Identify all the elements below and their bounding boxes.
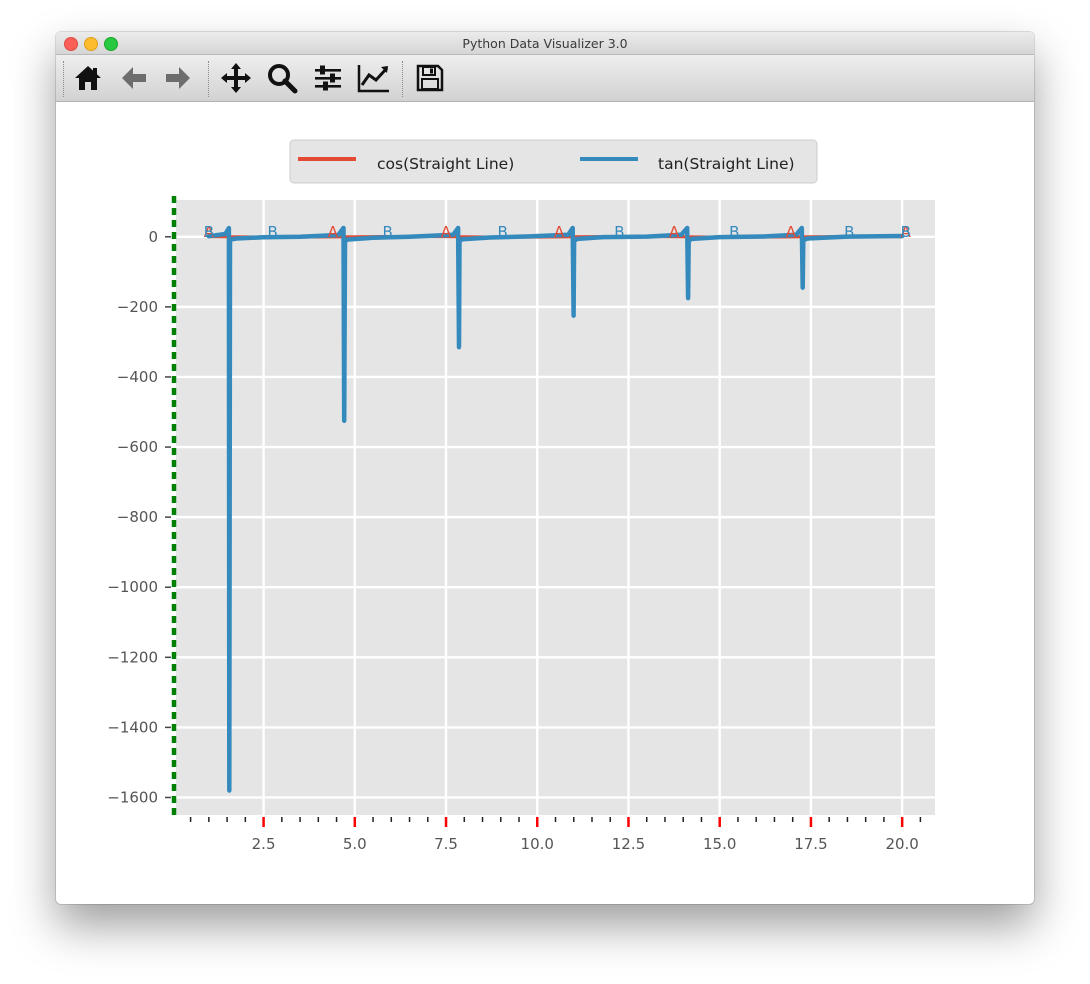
toolbar-grip bbox=[63, 61, 64, 97]
x-tick-label: 5.0 bbox=[343, 835, 367, 853]
annotation-label: A bbox=[786, 223, 797, 241]
series-line-tan[interactable] bbox=[206, 225, 905, 793]
plot-background bbox=[176, 200, 935, 815]
window-title: Python Data Visualizer 3.0 bbox=[462, 36, 628, 51]
annotation-label: A bbox=[669, 223, 680, 241]
annotation-label: B bbox=[382, 223, 392, 241]
x-tick-label: 20.0 bbox=[885, 835, 918, 853]
x-tick-label: 17.5 bbox=[794, 835, 827, 853]
annotation-label: B bbox=[844, 223, 854, 241]
minimize-window-button[interactable] bbox=[84, 37, 98, 51]
legend-label: tan(Straight Line) bbox=[658, 155, 795, 173]
y-tick-label: −400 bbox=[117, 368, 158, 386]
annotation-label: A bbox=[204, 223, 215, 241]
x-tick-label: 15.0 bbox=[703, 835, 736, 853]
y-tick-label: −1600 bbox=[107, 788, 158, 806]
home-button[interactable] bbox=[70, 61, 106, 95]
zoom-button[interactable] bbox=[264, 61, 300, 95]
back-arrow-icon bbox=[122, 67, 146, 89]
close-window-button[interactable] bbox=[64, 37, 78, 51]
forward-button[interactable] bbox=[160, 61, 196, 95]
annotation-label: B bbox=[901, 223, 911, 241]
annotation-label: B bbox=[204, 223, 214, 241]
annotation-label: A bbox=[441, 223, 452, 241]
subplots-icon bbox=[315, 65, 341, 91]
toolbar-separator bbox=[208, 61, 209, 97]
annotation-label: A bbox=[901, 223, 912, 241]
annotation-label: B bbox=[614, 223, 624, 241]
annotation-label: B bbox=[729, 223, 739, 241]
annotation-label: B bbox=[268, 223, 278, 241]
x-tick-label: 12.5 bbox=[612, 835, 645, 853]
legend-label: cos(Straight Line) bbox=[377, 155, 514, 173]
pan-button[interactable] bbox=[218, 61, 254, 95]
zoom-icon bbox=[268, 64, 298, 94]
legend-box bbox=[289, 139, 818, 184]
x-tick-label: 7.5 bbox=[434, 835, 458, 853]
x-tick-label: 2.5 bbox=[252, 835, 276, 853]
annotation-label: A bbox=[554, 223, 565, 241]
save-button[interactable] bbox=[412, 61, 448, 95]
save-icon bbox=[416, 64, 444, 92]
y-tick-label: −1200 bbox=[107, 648, 158, 666]
edit-axis-button[interactable] bbox=[356, 61, 392, 95]
figure-canvas[interactable]: 2.5 5.0 7.5 10.0 12.5 15.0 17.5 20.0 0 −200 −400 −6… bbox=[56, 102, 1034, 904]
y-tick-label: 0 bbox=[148, 228, 158, 246]
y-tick-label: −1400 bbox=[107, 718, 158, 736]
annotation-label: B bbox=[497, 223, 507, 241]
chart[interactable]: 2.5 5.0 7.5 10.0 12.5 15.0 17.5 20.0 0 −200 −400 −6… bbox=[56, 32, 1034, 904]
y-tick-label: −600 bbox=[117, 438, 158, 456]
y-tick-label: −800 bbox=[117, 508, 158, 526]
toolbar bbox=[56, 55, 1034, 102]
annotation-label: A bbox=[328, 223, 339, 241]
forward-arrow-icon bbox=[166, 67, 190, 89]
title-bar: Python Data Visualizer 3.0 bbox=[56, 32, 1034, 55]
y-tick-label: −200 bbox=[117, 298, 158, 316]
x-tick-label: 10.0 bbox=[521, 835, 554, 853]
pan-icon bbox=[221, 63, 251, 93]
toolbar-separator bbox=[402, 61, 403, 97]
home-icon bbox=[75, 66, 101, 90]
maximize-window-button[interactable] bbox=[104, 37, 118, 51]
subplots-button[interactable] bbox=[310, 61, 346, 95]
back-button[interactable] bbox=[116, 61, 152, 95]
y-tick-label: −1000 bbox=[107, 578, 158, 596]
edit-axis-icon bbox=[357, 65, 389, 93]
app-window: Python Data Visualizer 3.0 bbox=[56, 32, 1034, 904]
